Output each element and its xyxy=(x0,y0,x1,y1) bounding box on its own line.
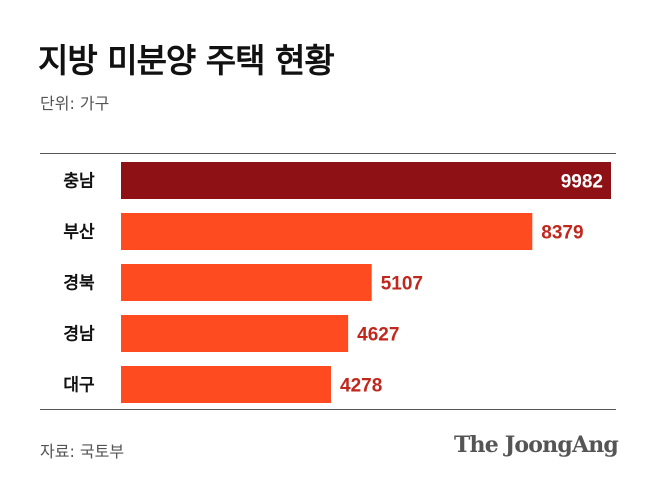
category-label: 부산 xyxy=(63,223,95,243)
bar xyxy=(121,162,611,199)
bar xyxy=(121,366,331,403)
chart-title: 지방 미분양 주택 현황 xyxy=(38,41,335,80)
publisher-logo: The JoongAng xyxy=(453,432,619,458)
value-label: 8379 xyxy=(541,223,583,244)
bar xyxy=(121,315,349,352)
category-label: 경남 xyxy=(63,325,95,345)
category-label: 충남 xyxy=(63,172,95,192)
source-label: 자료: 국토부 xyxy=(40,442,125,461)
unit-label: 단위: 가구 xyxy=(40,94,110,113)
value-label: 5107 xyxy=(381,274,423,295)
category-label: 경북 xyxy=(63,274,95,294)
bar xyxy=(121,213,533,250)
category-label: 대구 xyxy=(63,376,95,396)
bar xyxy=(121,264,372,301)
value-label: 9982 xyxy=(561,172,603,193)
value-label: 4627 xyxy=(357,325,399,346)
top-rule xyxy=(40,153,616,154)
bottom-rule xyxy=(40,409,616,410)
value-label: 4278 xyxy=(340,376,382,397)
